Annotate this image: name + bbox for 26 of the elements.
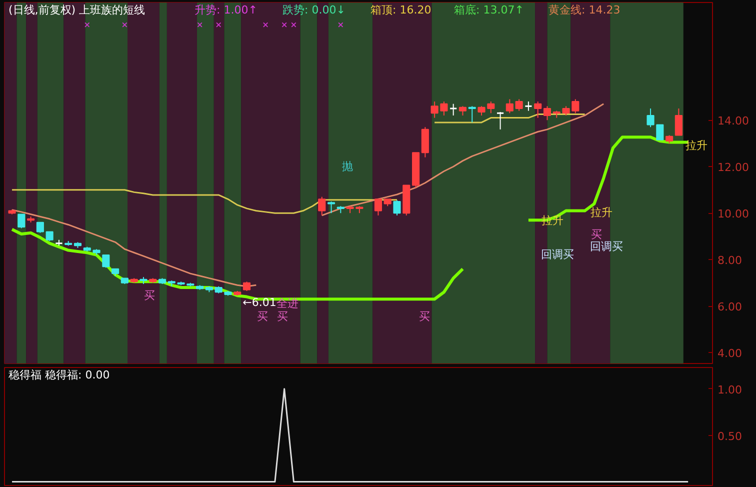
annotation: 全进 bbox=[276, 297, 298, 310]
annotation: 升势: 1.00↑ bbox=[194, 4, 258, 16]
annotation: 跌势: 0.00↓ bbox=[282, 4, 346, 16]
y-tick-label: 4.00 bbox=[718, 347, 742, 360]
annotation: 回调买 bbox=[541, 248, 574, 261]
annotation: 拉升 bbox=[590, 206, 612, 219]
y-tick-label: 6.00 bbox=[718, 300, 742, 314]
annotation: 买 bbox=[277, 310, 288, 323]
annotation: 买 bbox=[419, 310, 430, 323]
annotation: 买 bbox=[591, 228, 602, 241]
annotation: 买 bbox=[257, 310, 268, 323]
annotation: 抛 bbox=[342, 160, 353, 173]
y-tick-label: 0.50 bbox=[718, 430, 742, 443]
annotation: 拉升 bbox=[686, 139, 708, 152]
annotation: 回调买 bbox=[590, 240, 623, 253]
chart-title: (日线,前复权) 上班族的短线 bbox=[8, 4, 146, 16]
y-tick-label: 1.00 bbox=[718, 383, 742, 396]
y-tick-label: 14.00 bbox=[718, 114, 749, 128]
y-tick-label: 8.00 bbox=[718, 254, 742, 268]
annotation: 买 bbox=[144, 289, 155, 302]
y-tick-label: 12.00 bbox=[718, 161, 749, 174]
annotation: 黄金线: 14.23 bbox=[548, 4, 620, 16]
chart-title: 稳得福 稳得福: 0.00 bbox=[8, 368, 110, 382]
y-tick-label: 10.00 bbox=[718, 208, 749, 221]
annotation: 箱顶: 16.20 bbox=[370, 4, 432, 16]
annotation: 箱底: 13.07↑ bbox=[454, 4, 524, 16]
